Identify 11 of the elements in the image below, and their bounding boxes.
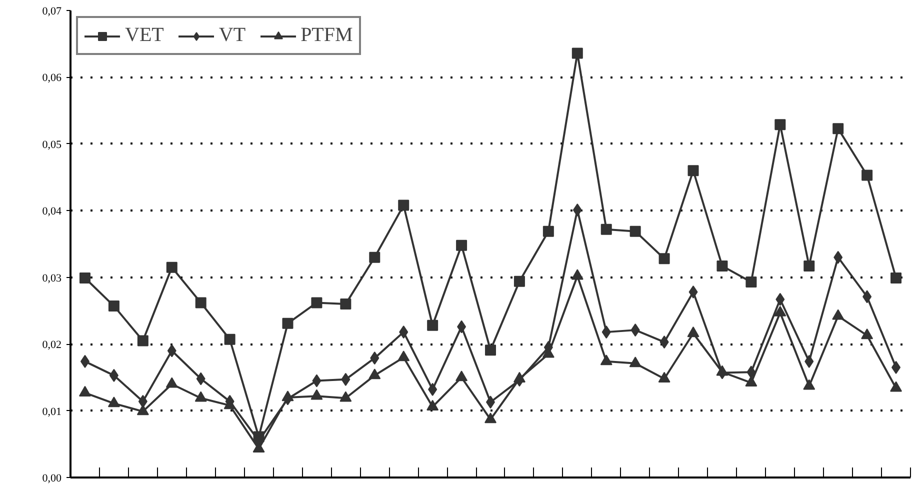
y-tick-label: 0,02 — [42, 339, 62, 352]
legend-label: PTFM — [300, 24, 353, 47]
y-tick-label: 0,00 — [42, 472, 62, 484]
y-tick-label: 0,05 — [42, 138, 62, 151]
legend-label: VET — [125, 24, 164, 47]
legend-label: VT — [218, 24, 246, 47]
y-tick-label: 0,07 — [42, 6, 62, 18]
y-tick-label: 0,03 — [42, 272, 62, 284]
y-tick-label: 0,01 — [42, 406, 62, 418]
y-tick-label: 0,06 — [42, 72, 62, 84]
y-tick-label: 0,04 — [42, 206, 62, 218]
